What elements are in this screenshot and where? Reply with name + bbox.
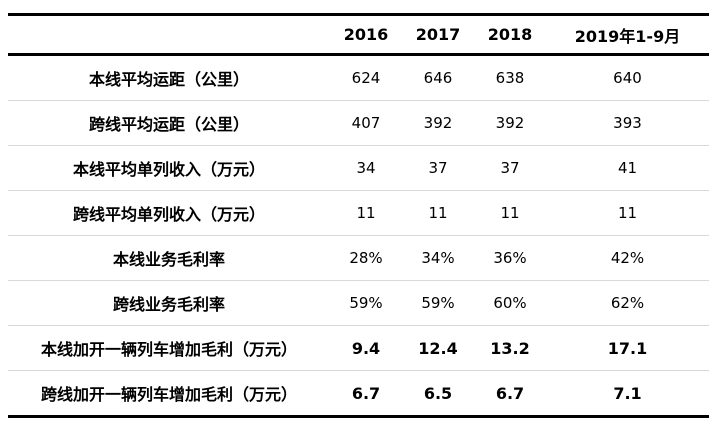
table-row: 本线平均运距（公里） 624 646 638 640 (8, 55, 709, 101)
table-cell: 640 (613, 69, 642, 87)
table-cell: 392 (423, 114, 453, 132)
header-cell-2016: 2016 (343, 25, 389, 44)
table-cell: 59% (421, 294, 455, 312)
table-cell: 6.5 (423, 383, 453, 403)
table-cell: 13.2 (490, 338, 530, 358)
table-row: 跨线平均单列收入（万元） 11 11 11 11 (8, 191, 709, 236)
table-cell: 392 (495, 114, 525, 132)
table-row: 本线加开一辆列车增加毛利（万元） 9.4 12.4 13.2 17.1 (8, 326, 709, 371)
header-cell-2017: 2017 (415, 25, 461, 44)
table-cell: 6.7 (495, 383, 525, 403)
table-cell: 11 (617, 204, 638, 222)
row-label: 本线平均单列收入（万元） (72, 160, 265, 179)
table-row: 本线平均单列收入（万元） 34 37 37 41 (8, 146, 709, 191)
table-row: 跨线平均运距（公里） 407 392 392 393 (8, 101, 709, 146)
table-cell: 12.4 (418, 338, 458, 358)
table-cell: 42% (610, 249, 645, 267)
header-corner-cell (8, 15, 330, 55)
row-label: 本线平均运距（公里） (88, 70, 249, 89)
table-row: 跨线业务毛利率 59% 59% 60% 62% (8, 281, 709, 326)
table-cell: 28% (349, 249, 383, 267)
table-cell: 646 (423, 69, 453, 87)
table-cell: 624 (351, 69, 381, 87)
table-cell: 393 (613, 114, 642, 132)
table-cell: 60% (493, 294, 527, 312)
table-cell: 11 (356, 204, 376, 222)
header-cell-2019-1-9: 2019年1-9月 (574, 26, 681, 46)
row-label: 本线业务毛利率 (112, 250, 225, 269)
table-cell: 6.7 (351, 383, 381, 403)
table-cell: 407 (351, 114, 381, 132)
table-cell: 37 (428, 159, 448, 177)
table-cell: 34 (356, 159, 376, 177)
header-row: 2016 2017 2018 2019年1-9月 (8, 15, 709, 55)
table-cell: 9.4 (351, 338, 381, 358)
table-cell: 7.1 (613, 383, 642, 403)
row-label: 本线加开一辆列车增加毛利（万元） (40, 340, 297, 359)
table-cell: 34% (421, 249, 455, 267)
row-label: 跨线加开一辆列车增加毛利（万元） (40, 385, 297, 404)
table-cell: 638 (495, 69, 525, 87)
table-cell: 59% (349, 294, 383, 312)
table-cell: 36% (493, 249, 527, 267)
table-row: 跨线加开一辆列车增加毛利（万元） 6.7 6.5 6.7 7.1 (8, 371, 709, 417)
header-cell-2018: 2018 (487, 25, 533, 44)
table-cell: 37 (500, 159, 520, 177)
row-label: 跨线平均单列收入（万元） (72, 205, 265, 224)
table-cell: 17.1 (607, 338, 648, 358)
financial-metrics-table: 2016 2017 2018 2019年1-9月 本线平均运距（公里） 624 … (8, 13, 709, 418)
row-label: 跨线平均运距（公里） (88, 115, 249, 134)
table-cell: 62% (610, 294, 645, 312)
table-cell: 11 (500, 204, 520, 222)
table-cell: 11 (428, 204, 448, 222)
row-label: 跨线业务毛利率 (112, 295, 225, 314)
table-cell: 41 (617, 159, 638, 177)
table-row: 本线业务毛利率 28% 34% 36% 42% (8, 236, 709, 281)
